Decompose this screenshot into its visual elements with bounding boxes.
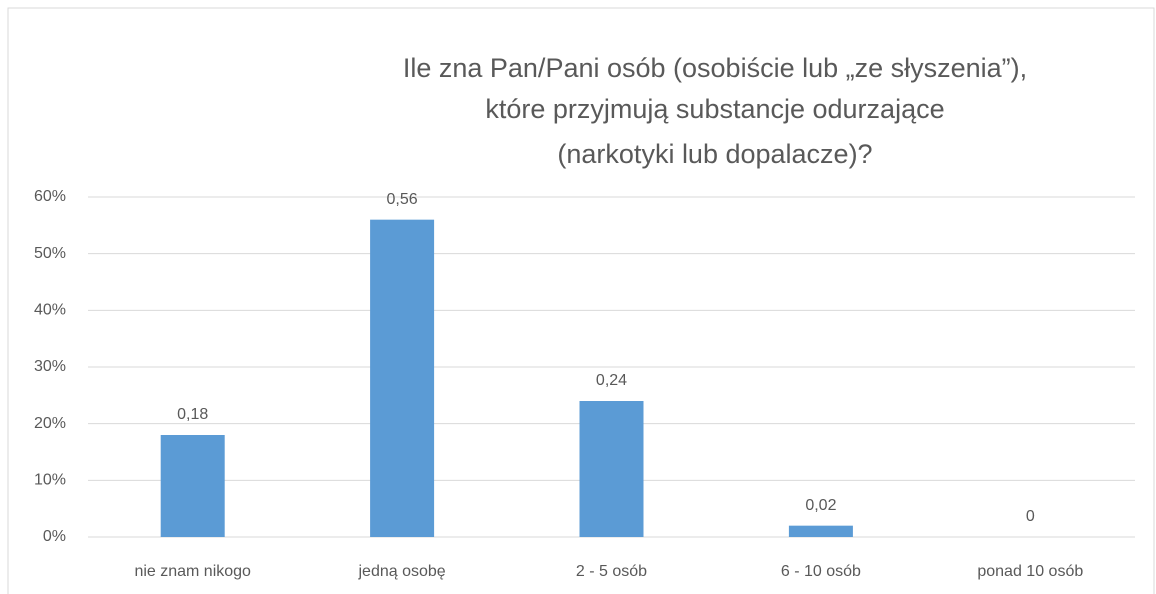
y-tick-label: 50% — [34, 245, 66, 262]
y-tick-label: 0% — [43, 528, 66, 545]
data-label: 0,18 — [177, 406, 208, 423]
y-tick-label: 60% — [34, 188, 66, 205]
data-label: 0,02 — [805, 497, 836, 514]
x-tick-label: 6 - 10 osób — [781, 563, 861, 580]
chart-title: które przyjmują substancje odurzające — [485, 94, 944, 124]
y-tick-label: 20% — [34, 415, 66, 432]
y-tick-label: 40% — [34, 302, 66, 319]
data-label: 0,24 — [596, 372, 627, 389]
bar — [579, 401, 644, 537]
y-tick-label: 10% — [34, 472, 66, 489]
data-label: 0,56 — [387, 191, 418, 208]
x-tick-label: nie znam nikogo — [134, 563, 251, 580]
bar — [370, 219, 435, 537]
bar — [160, 435, 225, 537]
bar — [788, 525, 853, 537]
x-tick-label: ponad 10 osób — [977, 563, 1083, 580]
y-tick-label: 30% — [34, 358, 66, 375]
chart-title: Ile zna Pan/Pani osób (osobiście lub „ze… — [403, 53, 1027, 83]
x-tick-label: 2 - 5 osób — [576, 563, 647, 580]
data-label: 0 — [1026, 508, 1035, 525]
x-tick-label: jedną osobę — [358, 563, 446, 580]
chart-title: (narkotyki lub dopalacze)? — [557, 139, 872, 169]
